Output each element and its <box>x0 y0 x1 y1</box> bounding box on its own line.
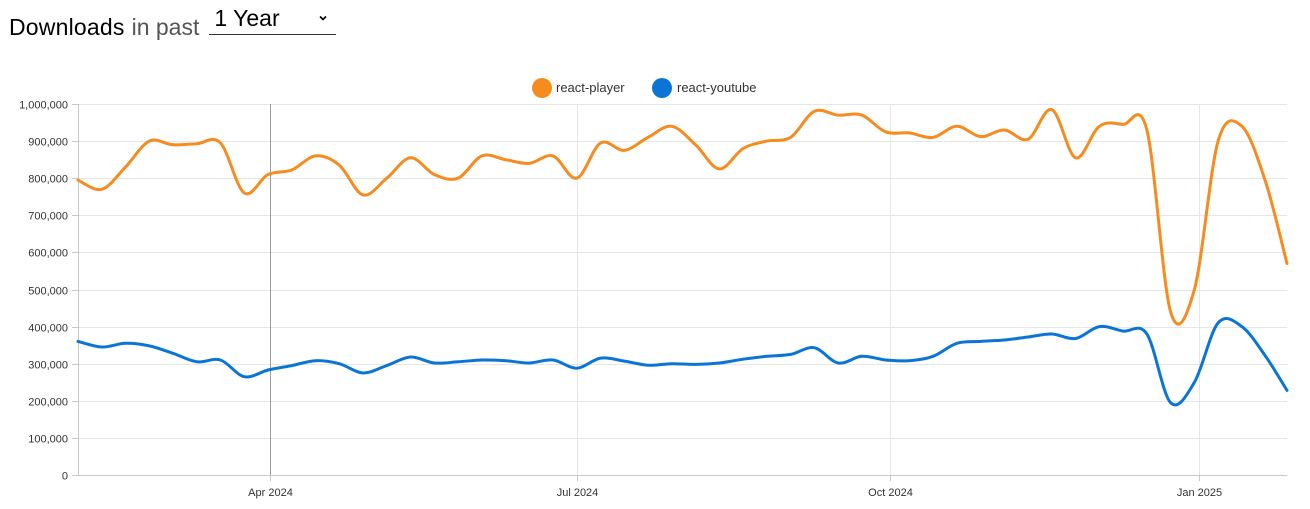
x-tick-label: Jan 2025 <box>1177 487 1222 499</box>
series-line-react-youtube <box>76 317 1289 407</box>
y-tick-label: 800,000 <box>28 174 68 186</box>
downloads-header: Downloads in past 1 Year <box>9 4 337 40</box>
legend-label: react-player <box>556 80 625 95</box>
x-tick-label: Apr 2024 <box>248 487 293 499</box>
chart-axes: 0 100,000 200,000 300,000 400,000 500,000 600,… <box>19 100 1222 500</box>
y-tick-label: 300,000 <box>28 360 68 372</box>
legend-item-react-youtube[interactable]: react-youtube <box>652 78 757 98</box>
x-tick-label: Jul 2024 <box>557 487 599 499</box>
chevron-down-icon <box>319 15 327 21</box>
chart-grid <box>78 104 1287 476</box>
series-line-react-player <box>76 108 1289 326</box>
period-select-value: 1 Year <box>214 5 280 31</box>
y-tick-label: 400,000 <box>28 323 68 335</box>
legend-marker <box>532 78 552 98</box>
chart-legend: react-player react-youtube <box>532 78 757 98</box>
y-tick-label: 0 <box>62 471 68 483</box>
y-tick-label: 500,000 <box>28 286 68 298</box>
header-title: Downloads <box>9 14 125 40</box>
period-select[interactable]: 1 Year <box>209 4 337 35</box>
y-tick-label: 1,000,000 <box>19 100 68 112</box>
header-subtitle: in past <box>131 14 200 40</box>
y-tick-label: 600,000 <box>28 248 68 260</box>
legend-marker <box>652 78 672 98</box>
y-tick-label: 100,000 <box>28 434 68 446</box>
y-tick-label: 200,000 <box>28 397 68 409</box>
y-tick-label: 700,000 <box>28 211 68 223</box>
y-tick-label: 900,000 <box>28 137 68 149</box>
legend-label: react-youtube <box>677 80 757 95</box>
x-tick-label: Oct 2024 <box>868 487 913 499</box>
chart-series <box>76 108 1289 407</box>
legend-item-react-player[interactable]: react-player <box>532 78 625 98</box>
